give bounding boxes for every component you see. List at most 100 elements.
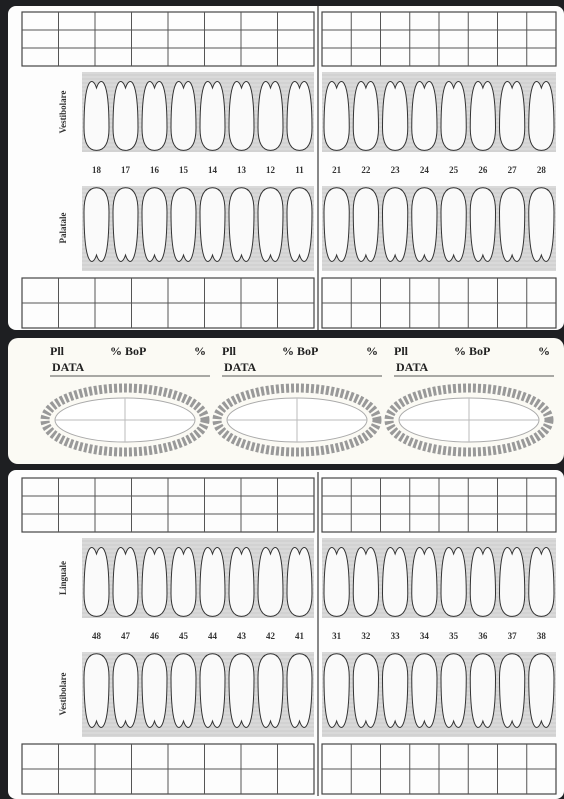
tooth-outline	[142, 188, 167, 262]
tooth-outline	[287, 654, 312, 728]
tooth-outline	[500, 188, 525, 262]
tooth-outline	[470, 547, 495, 616]
tooth-outline	[200, 654, 225, 728]
tooth-number: 26	[478, 165, 488, 175]
tooth-outline	[113, 188, 138, 262]
tooth-outline	[412, 654, 437, 728]
tooth-number: 18	[92, 165, 102, 175]
tooth-number: 32	[361, 631, 371, 641]
tooth-outline	[258, 81, 283, 150]
tooth-outline	[142, 654, 167, 728]
tooth-outline	[287, 188, 312, 262]
tooth-outline	[171, 654, 196, 728]
tooth-outline	[113, 654, 138, 728]
bop-unit: %	[366, 344, 378, 358]
tooth-outline	[142, 81, 167, 150]
tooth-outline	[200, 188, 225, 262]
tooth-outline	[353, 547, 378, 616]
tooth-outline	[353, 188, 378, 262]
pli-unit: % BoP	[454, 344, 490, 358]
tooth-number: 28	[537, 165, 547, 175]
tooth-number: 35	[449, 631, 459, 641]
tooth-outline	[383, 547, 408, 616]
tooth-outline	[142, 547, 167, 616]
side-label: Vestibolare	[58, 90, 68, 133]
pli-label: Pll	[394, 344, 409, 358]
tooth-outline	[287, 547, 312, 616]
tooth-outline	[229, 188, 254, 262]
tooth-outline	[171, 81, 196, 150]
tooth-number: 13	[237, 165, 247, 175]
tooth-number: 17	[121, 165, 131, 175]
tooth-outline	[324, 188, 349, 262]
tooth-outline	[500, 81, 525, 150]
tooth-outline	[441, 547, 466, 616]
tooth-outline	[470, 81, 495, 150]
tooth-outline	[441, 654, 466, 728]
tooth-outline	[412, 547, 437, 616]
tooth-outline	[441, 81, 466, 150]
tooth-outline	[229, 654, 254, 728]
tooth-outline	[113, 81, 138, 150]
tooth-outline	[353, 654, 378, 728]
tooth-number: 16	[150, 165, 160, 175]
tooth-number: 22	[361, 165, 371, 175]
tooth-outline	[171, 547, 196, 616]
tooth-outline	[324, 654, 349, 728]
tooth-number: 34	[420, 631, 430, 641]
tooth-number: 33	[391, 631, 401, 641]
tooth-number: 21	[332, 165, 342, 175]
tooth-outline	[412, 81, 437, 150]
tooth-number: 36	[478, 631, 488, 641]
tooth-outline	[383, 81, 408, 150]
tooth-outline	[84, 188, 109, 262]
tooth-number: 27	[508, 165, 518, 175]
tooth-outline	[500, 654, 525, 728]
pli-unit: % BoP	[110, 344, 146, 358]
bop-unit: %	[194, 344, 206, 358]
pli-label: Pll	[222, 344, 237, 358]
date-label: DATA	[224, 360, 257, 374]
tooth-number: 47	[121, 631, 131, 641]
tooth-number: 11	[295, 165, 304, 175]
tooth-outline	[353, 81, 378, 150]
tooth-number: 41	[295, 631, 305, 641]
tooth-number: 25	[449, 165, 459, 175]
tooth-outline	[287, 81, 312, 150]
tooth-number: 42	[266, 631, 276, 641]
tooth-outline	[258, 188, 283, 262]
tooth-outline	[383, 188, 408, 262]
tooth-outline	[470, 188, 495, 262]
tooth-outline	[324, 547, 349, 616]
tooth-outline	[113, 547, 138, 616]
tooth-outline	[383, 654, 408, 728]
tooth-outline	[258, 654, 283, 728]
tooth-outline	[229, 81, 254, 150]
tooth-number: 24	[420, 165, 430, 175]
pli-label: Pll	[50, 344, 65, 358]
tooth-number: 37	[508, 631, 518, 641]
tooth-outline	[200, 547, 225, 616]
tooth-outline	[84, 654, 109, 728]
page: VestibolarePalatale181716151413121121222…	[0, 0, 564, 799]
tooth-outline	[84, 81, 109, 150]
tooth-number: 14	[208, 165, 218, 175]
date-label: DATA	[52, 360, 85, 374]
side-label: Vestibolare	[58, 672, 68, 715]
tooth-number: 15	[179, 165, 189, 175]
tooth-outline	[84, 547, 109, 616]
tooth-outline	[470, 654, 495, 728]
tooth-number: 31	[332, 631, 342, 641]
side-label: Palatale	[58, 213, 68, 244]
tooth-outline	[529, 654, 554, 728]
tooth-outline	[529, 188, 554, 262]
tooth-outline	[171, 188, 196, 262]
tooth-number: 38	[537, 631, 547, 641]
tooth-number: 23	[391, 165, 401, 175]
tooth-outline	[229, 547, 254, 616]
date-label: DATA	[396, 360, 429, 374]
tooth-outline	[412, 188, 437, 262]
tooth-outline	[258, 547, 283, 616]
tooth-outline	[529, 547, 554, 616]
tooth-number: 43	[237, 631, 247, 641]
